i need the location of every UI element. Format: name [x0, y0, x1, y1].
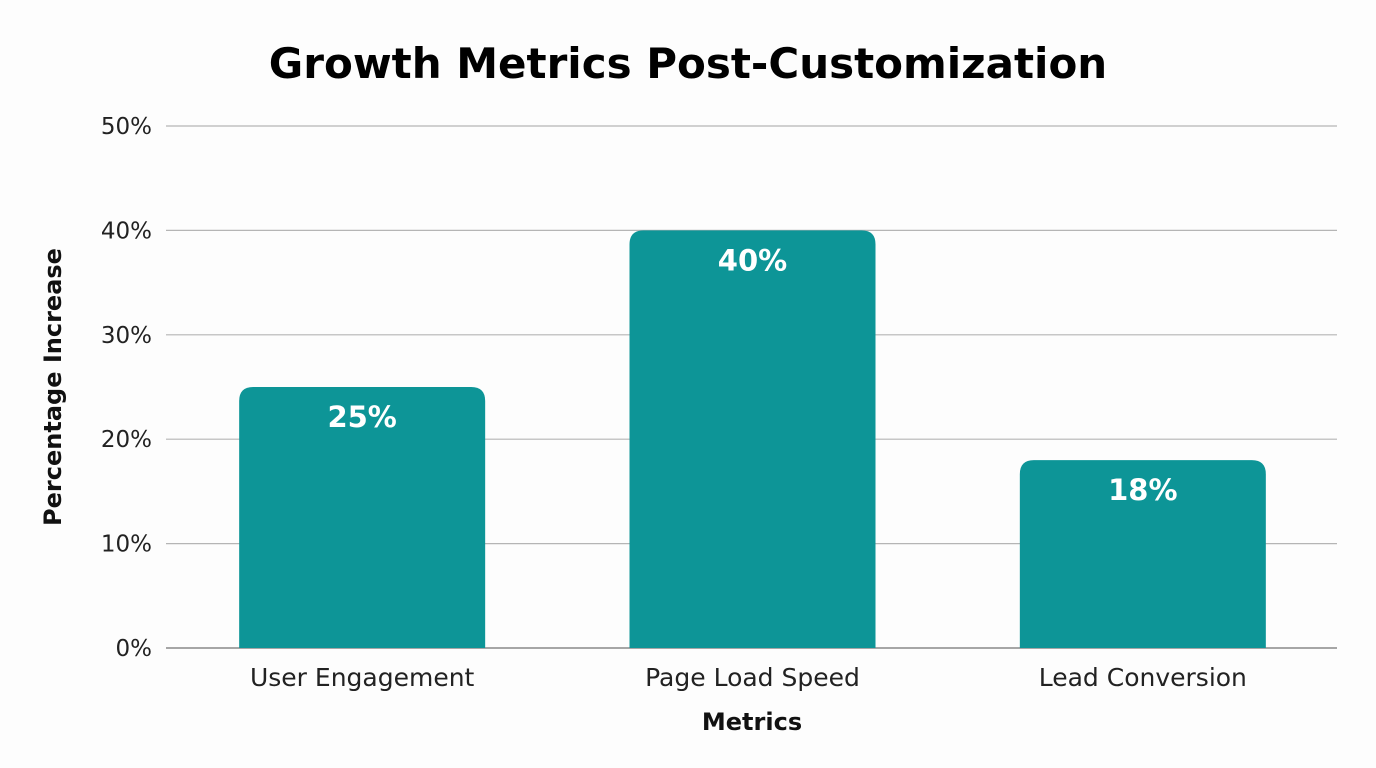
- bar: [1019, 460, 1266, 648]
- data-label: 40%: [718, 243, 787, 277]
- y-tick-label: 20%: [101, 427, 152, 453]
- y-tick-label: 40%: [101, 218, 152, 244]
- data-label: 25%: [327, 400, 396, 434]
- bar: [629, 230, 876, 648]
- y-tick-label: 0%: [116, 636, 153, 662]
- x-tick-label: User Engagement: [250, 663, 475, 692]
- bar: [239, 387, 486, 648]
- y-tick-label: 50%: [101, 114, 152, 140]
- x-axis-ticks: User Engagement Page Load Speed Lead Conve…: [250, 663, 1247, 692]
- y-tick-label: 10%: [101, 532, 152, 558]
- x-axis-label: Metrics: [702, 708, 802, 736]
- y-tick-label: 30%: [101, 323, 152, 349]
- y-axis-ticks: 0% 10% 20% 30% 40% 50%: [101, 114, 152, 662]
- chart-title: Growth Metrics Post-Customization: [269, 39, 1107, 88]
- bars: 25% 40% 18%: [239, 230, 1266, 648]
- x-tick-label: Lead Conversion: [1039, 663, 1247, 692]
- y-axis-label: Percentage Increase: [39, 248, 67, 526]
- data-label: 18%: [1108, 473, 1177, 507]
- x-tick-label: Page Load Speed: [645, 663, 860, 692]
